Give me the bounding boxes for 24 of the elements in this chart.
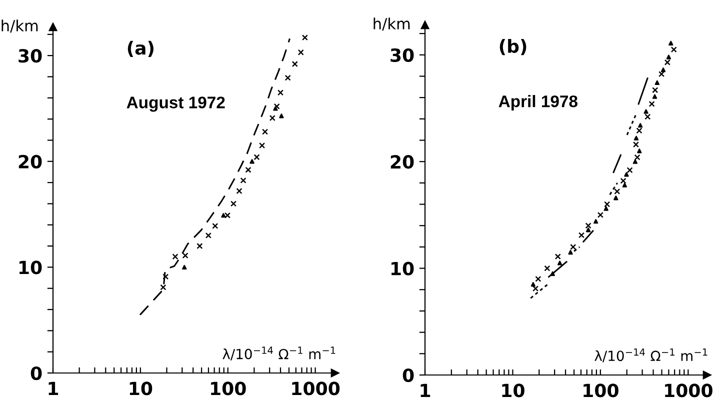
x-tick-label: 1000 <box>292 382 340 396</box>
x-tick-label: 1 <box>48 382 58 396</box>
y-tick-label: 0 <box>402 368 414 382</box>
x-axis-title: λ/10$^{−14}$ Ω$^{−1}$ m$^{−1}$ <box>594 348 708 362</box>
y-tick-label: 20 <box>18 154 42 168</box>
y-axis-title: h/km <box>374 18 410 31</box>
x-tick-label: 1 <box>420 384 430 398</box>
y-tick-label: 30 <box>18 49 42 63</box>
text: (a) <box>128 40 154 57</box>
y-tick-label: 20 <box>390 155 414 169</box>
x-tick-label: 1000 <box>665 384 712 398</box>
x-axis-title: λ/10$^{−14}$ Ω$^{−1}$ m$^{−1}$ <box>222 346 336 360</box>
x-tick-label: 10 <box>502 384 524 398</box>
y-tick-label: 30 <box>390 48 414 62</box>
y-tick-label: 0 <box>30 366 42 380</box>
y-tick-label: 10 <box>19 260 42 274</box>
y-tick-label: 10 <box>391 262 414 276</box>
y-axis-title: h/km <box>2 20 38 33</box>
text: April 1978 <box>498 95 578 111</box>
text: (b) <box>500 39 526 56</box>
x-tick-label: 10 <box>130 382 152 396</box>
x-tick-label: 100 <box>584 384 618 398</box>
text: August 1972 <box>126 96 225 112</box>
x-tick-label: 100 <box>211 382 246 396</box>
